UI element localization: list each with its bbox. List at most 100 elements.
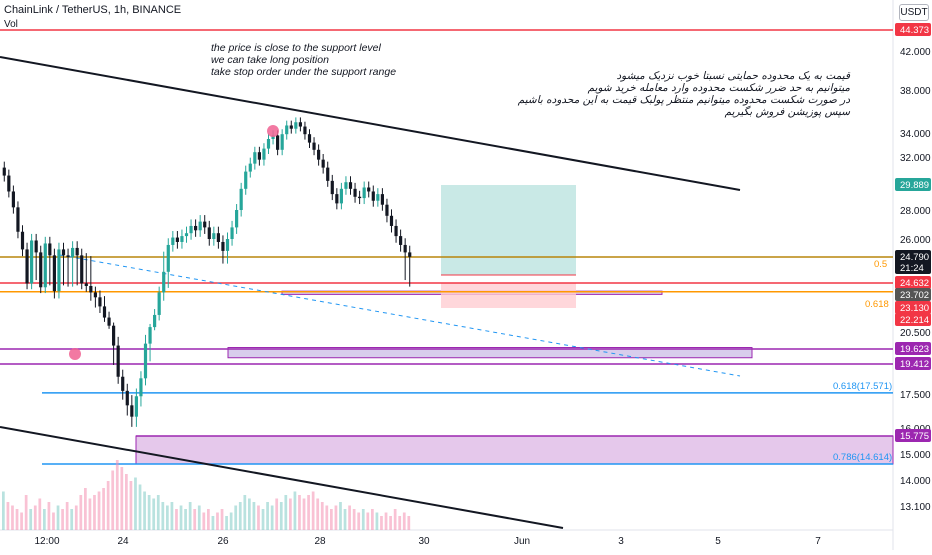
volume-bar	[97, 491, 101, 530]
volume-bar	[20, 512, 23, 530]
price-label-box[interactable]	[895, 313, 931, 326]
price-label-text: 19.412	[900, 359, 929, 370]
volume-bar	[197, 505, 201, 530]
candle-body	[30, 240, 34, 284]
volume-bar	[279, 502, 283, 530]
volume-bar	[402, 512, 406, 530]
candle-body	[344, 182, 348, 189]
volume-bar	[47, 502, 51, 530]
candle-body	[394, 225, 398, 237]
y-axis-tick-label: 38.000	[900, 86, 931, 97]
support-zone[interactable]	[227, 347, 753, 359]
volume-bar	[220, 509, 224, 530]
candle-body	[244, 171, 248, 189]
fib-level-label: 0.618	[865, 299, 889, 310]
candle-body	[130, 405, 134, 417]
volume-bar	[115, 460, 119, 530]
volume-bar	[134, 477, 137, 530]
price-label-text: 15.775	[900, 431, 929, 442]
high-marker-circle[interactable]	[267, 125, 279, 137]
x-axis-tick-label: 7	[815, 536, 821, 547]
volume-bar	[211, 516, 215, 530]
candle-body	[175, 237, 179, 242]
stop-area[interactable]	[441, 283, 576, 308]
english-note-line: the price is close to the support level	[211, 42, 381, 54]
volume-bar	[15, 509, 19, 530]
candle-body	[221, 241, 225, 251]
candle-body	[11, 191, 15, 208]
volume-bar	[111, 470, 115, 530]
candle-body	[408, 252, 412, 257]
volume-bar	[202, 512, 206, 530]
countdown-label-text: 21:24	[900, 263, 924, 274]
candle-body	[39, 252, 43, 288]
candle-body	[34, 240, 38, 253]
candle-body	[335, 194, 339, 204]
x-axis-tick-label: 5	[715, 536, 721, 547]
volume-bar	[65, 502, 69, 530]
volume-bar	[352, 509, 356, 530]
candle-body	[180, 236, 184, 242]
volume-bar	[106, 481, 110, 530]
price-label-box[interactable]	[895, 250, 931, 274]
price-label-box[interactable]	[895, 288, 931, 301]
price-label-box[interactable]	[895, 276, 931, 289]
y-axis-tick-label: 42.000	[900, 47, 931, 58]
price-label-box[interactable]	[895, 429, 931, 442]
candle-body	[348, 182, 353, 189]
symbol-title: ChainLink / TetherUS, 1h, BINANCE	[4, 4, 182, 16]
volume-bar	[129, 481, 133, 530]
volume-bar	[330, 509, 333, 530]
volume-bar	[147, 495, 151, 530]
candle-body	[162, 271, 166, 293]
volume-bar	[43, 509, 46, 530]
volume-indicator-label: Vol	[4, 19, 18, 30]
candle-body	[385, 204, 389, 216]
volume-bar	[257, 505, 260, 530]
price-label-box[interactable]	[895, 23, 931, 36]
volume-bar	[6, 502, 10, 530]
dashed-trendline[interactable]	[59, 254, 741, 377]
volume-bar	[33, 505, 37, 530]
candle-body	[298, 122, 302, 127]
volume-bar	[407, 516, 411, 530]
price-label-box[interactable]	[895, 342, 931, 355]
candle-body	[248, 163, 252, 172]
volume-bar	[389, 516, 392, 530]
target-area[interactable]	[441, 185, 576, 275]
candle-body	[280, 134, 284, 150]
price-label-box[interactable]	[895, 357, 931, 370]
candle-body	[102, 306, 107, 318]
candle-body	[153, 314, 157, 328]
x-axis-tick-label: 30	[418, 536, 430, 547]
candle-body	[353, 188, 357, 197]
support-trendline[interactable]	[0, 426, 564, 529]
y-axis-tick-label: 34.000	[900, 129, 931, 140]
low-marker-circle[interactable]	[69, 348, 81, 360]
resistance-trendline[interactable]	[0, 56, 741, 191]
candle-body	[307, 134, 312, 143]
volume-bar	[229, 512, 233, 530]
candle-body	[403, 244, 407, 253]
candle-body	[98, 297, 102, 307]
volume-bar	[143, 491, 146, 530]
y-axis-tick-label: 17.500	[900, 390, 931, 401]
candle-body	[303, 126, 307, 135]
volume-bar	[179, 505, 183, 530]
currency-unit-button[interactable]: USDT	[899, 4, 929, 21]
candle-body	[171, 237, 175, 245]
candle-body	[230, 227, 234, 239]
volume-bar	[138, 484, 142, 530]
price-label-box[interactable]	[895, 178, 931, 191]
x-axis-tick-label: 24	[117, 536, 129, 547]
support-zone[interactable]	[135, 435, 894, 465]
price-label-box[interactable]	[895, 301, 931, 314]
volume-bar	[393, 509, 397, 530]
volume-bar	[289, 498, 292, 530]
candle-body	[399, 236, 403, 245]
candle-body	[148, 327, 152, 344]
candle-body	[376, 194, 380, 201]
volume-bar	[275, 498, 279, 530]
